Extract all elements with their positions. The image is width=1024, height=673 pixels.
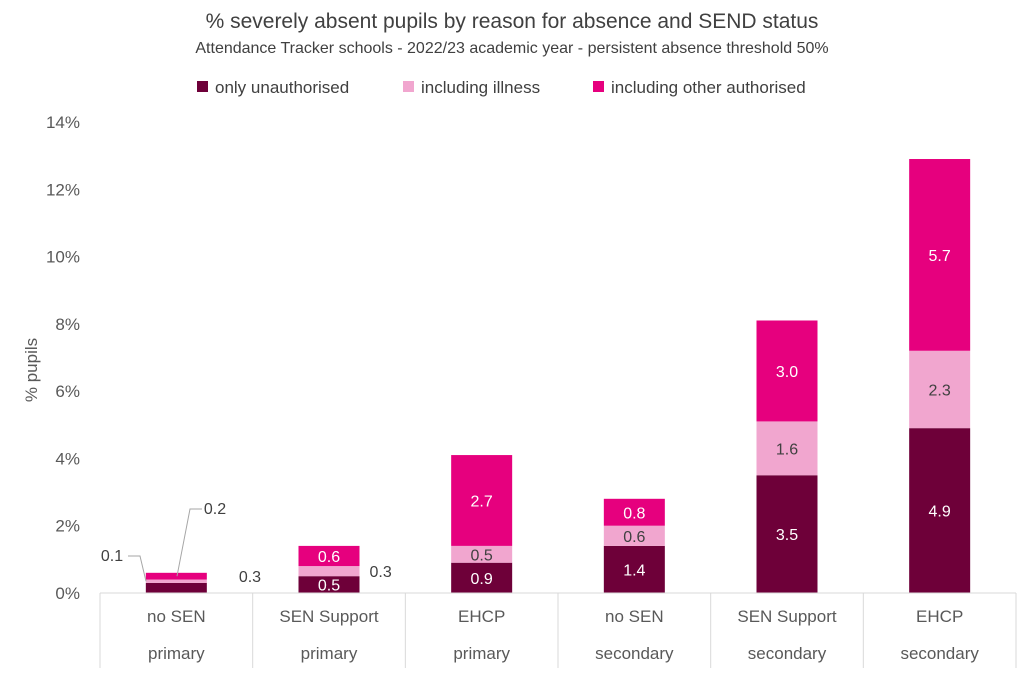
bar-segment bbox=[145, 582, 207, 593]
bar-segment bbox=[145, 579, 207, 583]
data-label: 0.3 bbox=[370, 564, 392, 581]
data-label: 1.4 bbox=[623, 562, 645, 579]
legend-label: including other authorised bbox=[611, 78, 806, 97]
data-label: 0.6 bbox=[623, 529, 645, 546]
bar-segment bbox=[909, 428, 971, 593]
x-tick-label: SEN Support bbox=[279, 607, 378, 626]
bar-segment bbox=[909, 350, 971, 429]
data-label: 0.3 bbox=[239, 569, 261, 586]
bar-segment bbox=[451, 562, 513, 593]
bar-segment bbox=[451, 455, 513, 546]
bar-segment bbox=[145, 572, 207, 580]
data-label: 0.9 bbox=[471, 571, 493, 588]
bar-segment bbox=[298, 545, 360, 567]
legend-swatch bbox=[403, 81, 414, 92]
x-tick-label: secondary bbox=[748, 644, 827, 663]
bar-segment bbox=[603, 545, 665, 593]
bar-segment bbox=[756, 475, 818, 593]
y-axis-label: % pupils bbox=[22, 338, 41, 402]
bar-segment bbox=[298, 576, 360, 593]
legend-swatch bbox=[593, 81, 604, 92]
y-tick-label: 6% bbox=[55, 382, 80, 401]
leader-line bbox=[176, 508, 202, 577]
x-tick-label: primary bbox=[301, 644, 358, 663]
x-tick-label: EHCP bbox=[916, 607, 963, 626]
x-tick-label: secondary bbox=[900, 644, 979, 663]
x-tick-label: SEN Support bbox=[737, 607, 836, 626]
y-tick-label: 10% bbox=[46, 248, 80, 267]
bar-segment bbox=[909, 159, 971, 351]
data-label: 2.7 bbox=[471, 493, 493, 510]
y-tick-label: 8% bbox=[55, 315, 80, 334]
bars: 0.3 0.1 0.2 0.5 0.3 0.6 0.9 0.5 2.7 1.4 0.6 0.8 3.5 1… bbox=[101, 159, 971, 595]
bar-segment bbox=[603, 498, 665, 526]
bar-segment bbox=[756, 320, 818, 422]
data-label: 4.9 bbox=[929, 504, 951, 521]
leader-line bbox=[128, 555, 147, 582]
legend-label: only unauthorised bbox=[215, 78, 349, 97]
x-axis: no SEN primary SEN Support primary EHCP prima… bbox=[99, 592, 1017, 668]
x-tick-label: EHCP bbox=[458, 607, 505, 626]
chart-title: % severely absent pupils by reason for a… bbox=[206, 10, 819, 33]
x-tick-label: primary bbox=[148, 644, 205, 663]
chart-subtitle: Attendance Tracker schools - 2022/23 aca… bbox=[195, 40, 828, 57]
data-label: 0.2 bbox=[204, 501, 226, 518]
data-label: 2.3 bbox=[929, 382, 951, 399]
legend-label: including illness bbox=[421, 78, 540, 97]
y-tick-label: 0% bbox=[55, 584, 80, 603]
data-label: 3.5 bbox=[776, 527, 798, 544]
y-axis-ticks: 0% 2% 4% 6% 8% 10% 12% 14% bbox=[46, 113, 80, 603]
x-tick-label: no SEN bbox=[605, 607, 664, 626]
data-label: 0.1 bbox=[101, 548, 123, 565]
x-tick-label: primary bbox=[453, 644, 510, 663]
data-label: 0.8 bbox=[623, 505, 645, 522]
bar-segment bbox=[603, 525, 665, 546]
bar-segment bbox=[451, 545, 513, 563]
data-label: 0.5 bbox=[471, 547, 493, 564]
legend: only unauthorised including illness includ… bbox=[197, 78, 806, 97]
data-label: 5.7 bbox=[929, 248, 951, 265]
y-tick-label: 2% bbox=[55, 517, 80, 536]
data-label: 0.5 bbox=[318, 578, 340, 595]
data-label: 1.6 bbox=[776, 441, 798, 458]
legend-swatch bbox=[197, 81, 208, 92]
x-tick-label: secondary bbox=[595, 644, 674, 663]
y-tick-label: 12% bbox=[46, 180, 80, 199]
bar-segment bbox=[298, 566, 360, 577]
data-label: 0.6 bbox=[318, 549, 340, 566]
data-label: 3.0 bbox=[776, 364, 798, 381]
bar-segment bbox=[756, 421, 818, 476]
x-tick-label: no SEN bbox=[147, 607, 206, 626]
y-tick-label: 14% bbox=[46, 113, 80, 132]
y-tick-label: 4% bbox=[55, 449, 80, 468]
